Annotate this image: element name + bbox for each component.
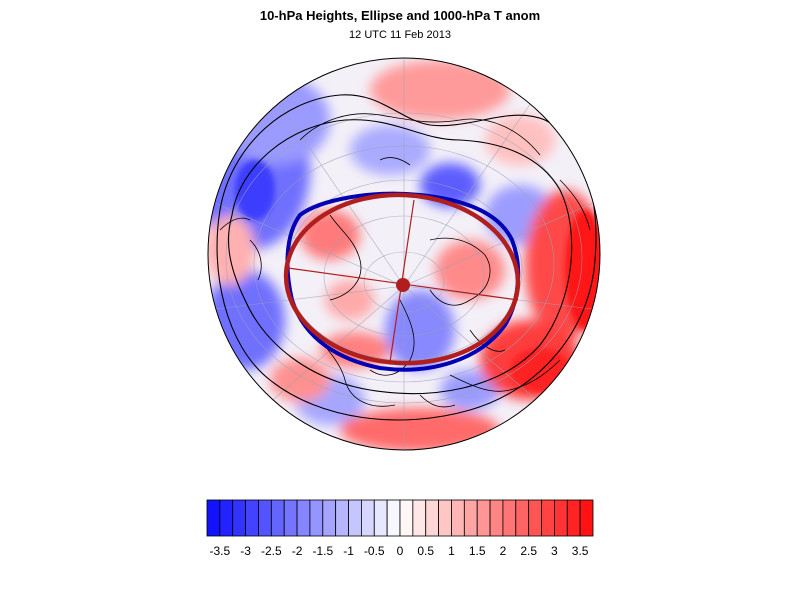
- colorbar-tick-label: 3.5: [571, 544, 589, 558]
- colorbar-swatch: [245, 499, 259, 537]
- globe-outline: [207, 57, 601, 451]
- ellipse-center: [396, 278, 410, 292]
- chart-subtitle: 12 UTC 11 Feb 2013: [349, 29, 451, 41]
- colorbar-tick-label: 0.5: [417, 544, 435, 558]
- colorbar-swatch: [360, 499, 375, 537]
- anomaly-blob: [270, 358, 330, 402]
- colorbar-swatch: [528, 499, 542, 537]
- colorbar-swatch: [451, 499, 465, 537]
- colorbar-tick-label: -0.5: [363, 544, 385, 558]
- colorbar-tick-label: 3: [551, 544, 558, 558]
- colorbar-swatch: [386, 499, 401, 537]
- height-contours: [216, 94, 597, 421]
- anomaly-blob: [208, 270, 285, 370]
- colorbar-swatch: [566, 499, 581, 537]
- colorbar-tick-label: -1.5: [312, 544, 334, 558]
- anomaly-blob: [325, 280, 375, 320]
- colorbar-tick-label: -3: [240, 544, 251, 558]
- colorbar-swatch: [219, 499, 234, 537]
- colorbar-swatch: [309, 499, 324, 537]
- colorbar-swatch: [258, 499, 272, 537]
- colorbar-tick-label: -2: [291, 544, 303, 558]
- colorbar-swatch: [283, 499, 298, 537]
- colorbar-tick-label: 0: [396, 544, 404, 558]
- colorbar-swatch: [438, 499, 452, 537]
- anomaly-blob: [440, 370, 500, 410]
- colorbar-swatch: [232, 499, 247, 537]
- chart-title: 10-hPa Heights, Ellipse and 1000-hPa T a…: [259, 8, 541, 23]
- colorbar-swatch: [476, 499, 491, 537]
- colorbar-swatch: [296, 499, 311, 537]
- colorbar-swatch: [373, 499, 388, 537]
- temperature-anomaly-field: [208, 58, 600, 450]
- anomaly-blob: [485, 115, 555, 165]
- colorbar-swatch: [270, 499, 285, 537]
- colorbar-swatch: [322, 499, 337, 537]
- cold-core: [235, 160, 275, 220]
- colorbar-swatch: [554, 499, 568, 537]
- coastlines: [219, 113, 591, 408]
- colorbar-swatch: [399, 499, 414, 537]
- anomaly-blob: [370, 60, 510, 120]
- colorbar-swatch: [515, 499, 530, 537]
- colorbar: [206, 499, 594, 537]
- colorbar-tick-label: 2.5: [520, 544, 537, 558]
- colorbar-swatch: [579, 499, 594, 537]
- colorbar-swatch: [463, 499, 478, 537]
- vortex-ellipse: [283, 192, 521, 366]
- anomaly-blob: [435, 240, 505, 300]
- colorbar-tick-label: -2.5: [260, 544, 282, 558]
- colorbar-tick-label: -1: [343, 544, 354, 558]
- colorbar-swatch: [489, 499, 504, 537]
- colorbar-swatch: [206, 499, 221, 537]
- colorbar-swatch: [425, 499, 440, 537]
- colorbar-swatch: [412, 499, 427, 537]
- colorbar-tick-label: 2: [499, 544, 507, 558]
- colorbar-swatch: [348, 499, 362, 537]
- anomaly-blob: [350, 125, 430, 175]
- warm-core: [510, 348, 570, 392]
- colorbar-tick-label: 1.5: [468, 544, 486, 558]
- colorbar-tick-label: -3.5: [209, 544, 231, 558]
- colorbar-tick-label: 1: [448, 544, 455, 558]
- colorbar-swatch: [502, 499, 517, 537]
- anomaly-blob: [385, 290, 455, 370]
- colorbar-swatch: [541, 499, 555, 537]
- colorbar-swatch: [335, 499, 349, 537]
